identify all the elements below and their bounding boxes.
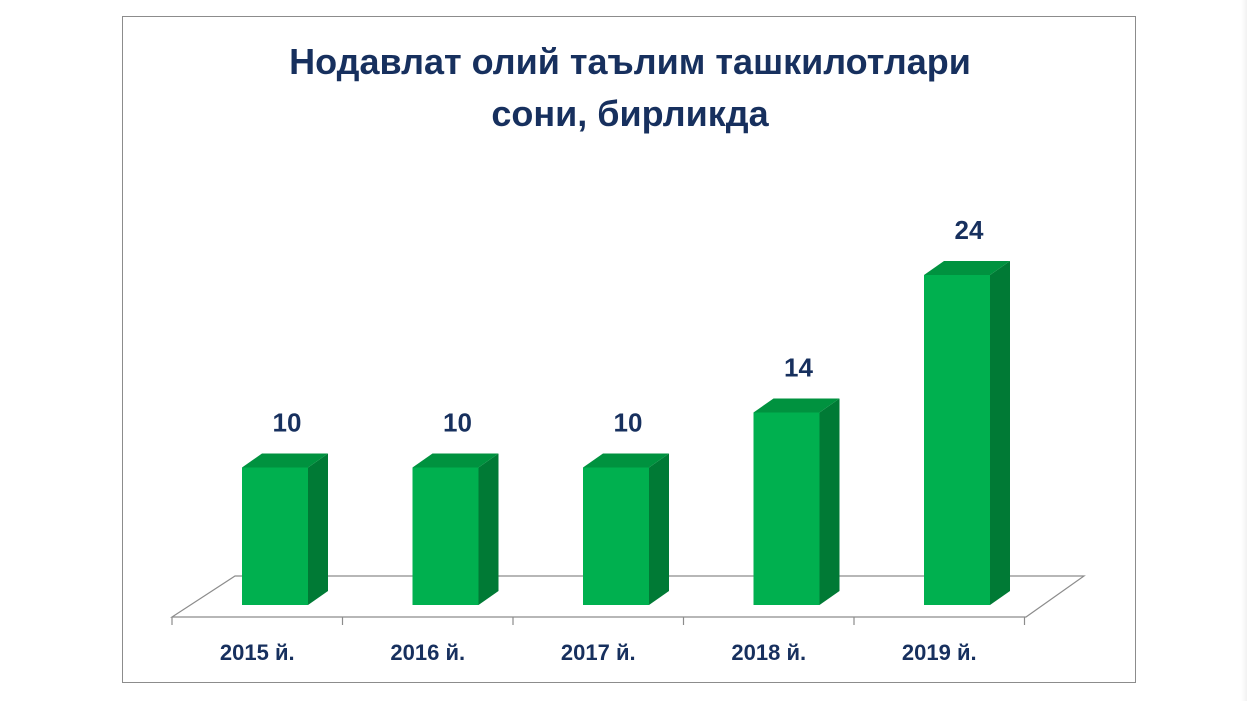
category-label: 2016 й. [390, 640, 465, 665]
category-label: 2015 й. [220, 640, 295, 665]
page-edge [1241, 0, 1247, 701]
data-label: 10 [273, 408, 302, 438]
data-label: 10 [443, 408, 472, 438]
bar-side-face [649, 453, 669, 605]
data-label: 14 [784, 353, 813, 383]
bar [753, 412, 820, 605]
bar-side-face [308, 453, 328, 605]
bar [242, 467, 308, 605]
bar [412, 467, 479, 605]
category-label: 2018 й. [731, 640, 806, 665]
bar-side-face [478, 453, 499, 605]
bars-group [242, 261, 1010, 605]
bar [924, 275, 990, 605]
chart-title-line-1: Нодавлат олий таълим ташкилотлари [289, 41, 971, 82]
category-label: 2019 й. [902, 640, 977, 665]
bar-top-face [924, 261, 1010, 275]
data-label: 24 [955, 215, 984, 245]
labels-group: 10 2015 й. 10 2016 й. 10 2017 й. 14 2018 й. 24 20… [220, 215, 984, 665]
bar [583, 467, 649, 605]
bar-side-face [819, 398, 840, 605]
bar-top-face [753, 398, 840, 413]
chart-title: Нодавлат олий таълим ташкилотлари сони, … [0, 36, 1247, 140]
bar-side-face [990, 261, 1010, 605]
bar-top-face [583, 453, 669, 468]
category-label: 2017 й. [561, 640, 636, 665]
chart-title-line-2: сони, бирликда [491, 93, 769, 134]
bar-top-face [412, 453, 499, 468]
bar-top-face [242, 453, 328, 468]
data-label: 10 [614, 408, 643, 438]
